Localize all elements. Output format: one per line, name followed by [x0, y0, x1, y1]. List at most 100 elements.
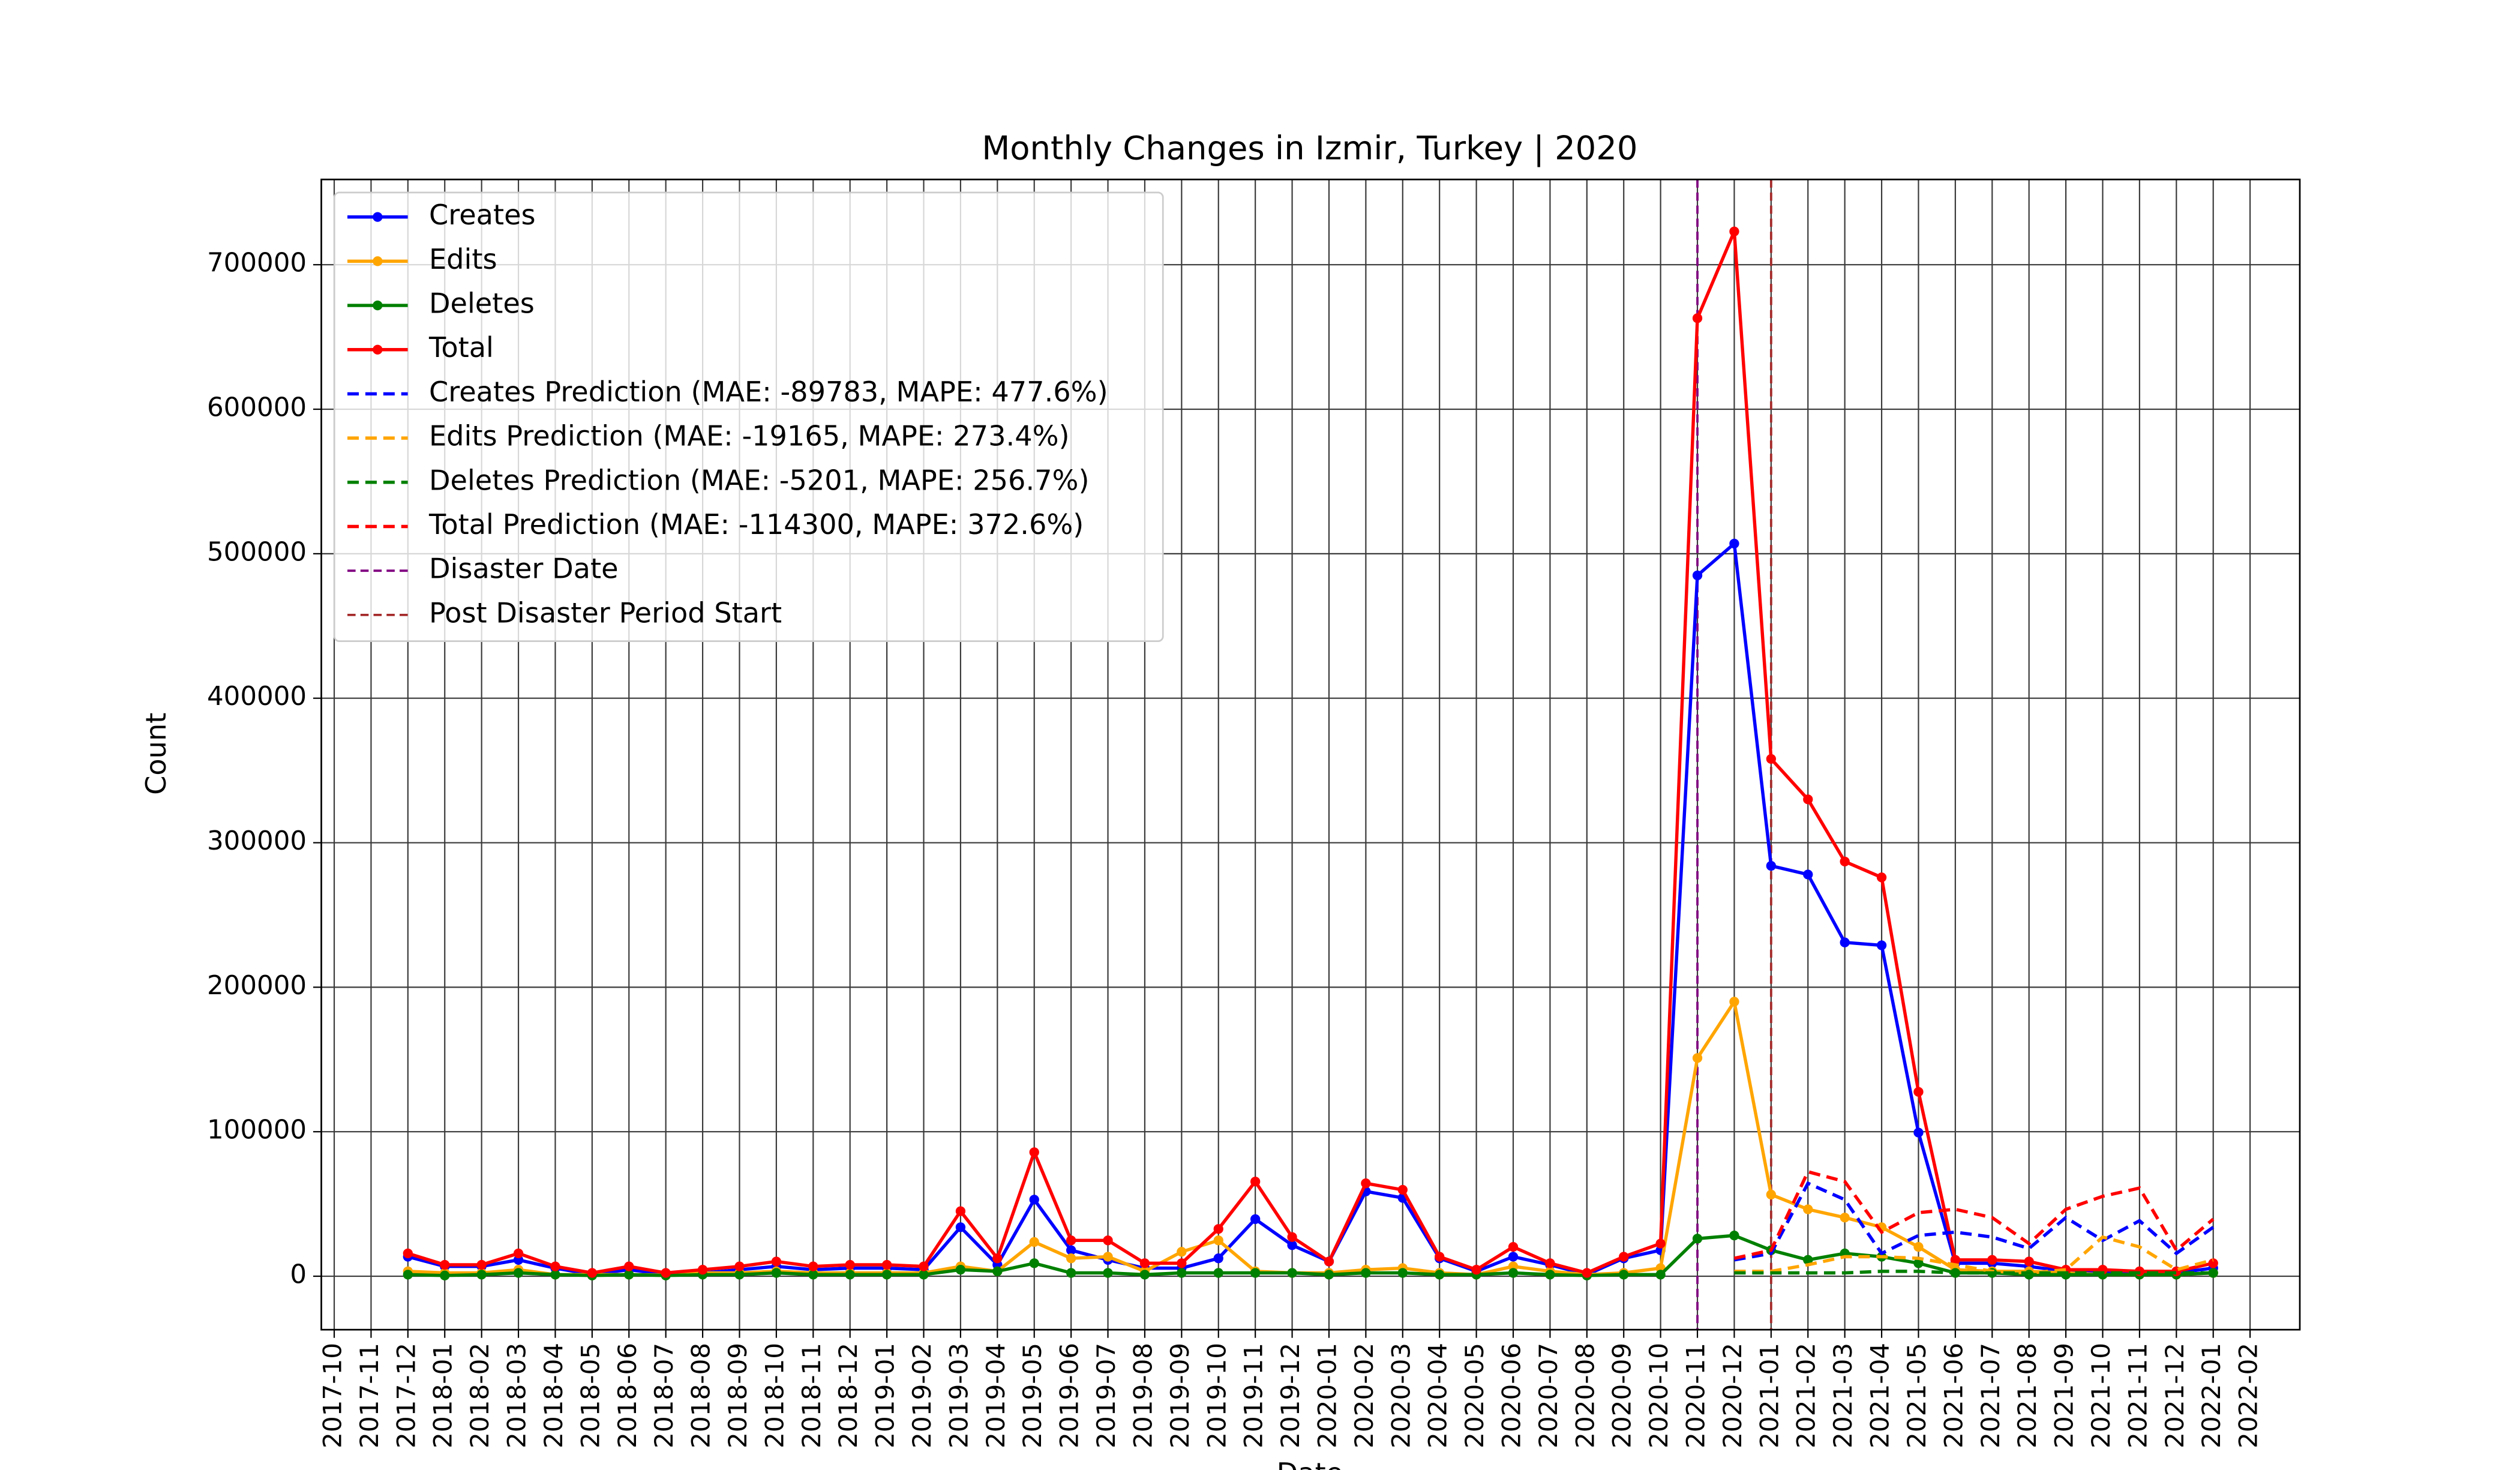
- x-tick-label: 2019-07: [1091, 1343, 1121, 1448]
- legend-marker: [373, 300, 383, 311]
- data-point: [1729, 226, 1739, 236]
- legend-label: Creates: [429, 199, 536, 231]
- data-point: [881, 1270, 892, 1280]
- x-tick-label: 2018-02: [465, 1343, 494, 1448]
- x-tick-label: 2021-03: [1828, 1343, 1858, 1448]
- x-tick-label: 2019-02: [907, 1343, 937, 1448]
- x-tick-label: 2022-02: [2234, 1343, 2263, 1448]
- data-point: [1692, 570, 1703, 581]
- y-tick-label: 200000: [207, 971, 307, 1001]
- y-axis-label: Count: [140, 713, 172, 795]
- data-point: [771, 1268, 782, 1278]
- data-point: [1545, 1270, 1555, 1280]
- data-point: [403, 1270, 413, 1280]
- x-tick-label: 2020-02: [1349, 1343, 1379, 1448]
- data-point: [845, 1259, 855, 1270]
- data-point: [845, 1270, 855, 1280]
- x-tick-label: 2020-11: [1681, 1343, 1711, 1448]
- series-line: [1733, 1169, 2215, 1260]
- data-point: [1177, 1268, 1187, 1278]
- data-point: [1692, 1234, 1703, 1244]
- data-point: [476, 1259, 487, 1270]
- data-point: [1692, 313, 1703, 323]
- x-tick-label: 2019-08: [1128, 1343, 1157, 1448]
- data-point: [1029, 1237, 1039, 1247]
- data-point: [2208, 1258, 2218, 1268]
- x-tick-label: 2021-11: [2123, 1343, 2152, 1448]
- data-point: [587, 1268, 598, 1278]
- data-point: [1361, 1178, 1371, 1189]
- series-line: [1734, 1235, 2214, 1275]
- data-point: [624, 1270, 634, 1280]
- data-point: [440, 1259, 450, 1270]
- legend-box: [333, 191, 1164, 643]
- x-tick-label: 2020-12: [1718, 1343, 1747, 1448]
- x-tick-label: 2018-10: [760, 1343, 789, 1448]
- x-tick-label: 2020-10: [1644, 1343, 1673, 1448]
- x-tick-label: 2017-11: [355, 1343, 384, 1448]
- legend-marker: [373, 212, 383, 222]
- x-tick-label: 2019-10: [1202, 1343, 1231, 1448]
- data-point: [771, 1256, 782, 1267]
- data-point: [1471, 1265, 1481, 1275]
- x-tick-label: 2019-01: [871, 1343, 900, 1448]
- data-point: [513, 1248, 524, 1259]
- data-point: [550, 1270, 560, 1280]
- data-point: [1029, 1258, 1039, 1268]
- data-point: [1066, 1235, 1076, 1246]
- x-tick-label: 2021-02: [1792, 1343, 1821, 1448]
- data-point: [1840, 1213, 1850, 1223]
- axes-frame: [320, 178, 2301, 1331]
- data-point: [1692, 1053, 1703, 1063]
- x-tick-label: 2018-05: [575, 1343, 605, 1448]
- series-line: [1734, 1270, 2213, 1275]
- legend: Creates Edits Deletes Total Creates Predicti…: [333, 191, 1164, 643]
- data-point: [2208, 1268, 2218, 1278]
- data-point: [881, 1259, 892, 1270]
- x-tick-label: 2019-11: [1239, 1343, 1268, 1448]
- x-tick-label: 2021-01: [1754, 1343, 1784, 1448]
- data-point: [1803, 869, 1813, 880]
- data-point: [955, 1222, 966, 1232]
- x-tick-label: 2020-01: [1312, 1343, 1342, 1448]
- data-point: [550, 1261, 560, 1271]
- x-tick-label: 2020-09: [1607, 1343, 1637, 1448]
- data-point: [1397, 1184, 1408, 1195]
- data-point: [1913, 1127, 1924, 1138]
- data-point: [1066, 1245, 1076, 1255]
- x-tick-label: 2020-03: [1386, 1343, 1415, 1448]
- legend-label: Deletes Prediction (MAE: -5201, MAPE: 25…: [429, 464, 1090, 496]
- y-tick-label: 100000: [207, 1115, 307, 1145]
- data-point: [1324, 1270, 1334, 1280]
- y-tick-label: 400000: [207, 682, 307, 712]
- x-tick-label: 2019-06: [1055, 1343, 1084, 1448]
- x-tick-label: 2021-05: [1902, 1343, 1931, 1448]
- x-tick-label: 2019-09: [1165, 1343, 1195, 1448]
- x-tick-label: 2021-08: [2012, 1343, 2042, 1448]
- legend-label: Creates Prediction (MAE: -89783, MAPE: 4…: [429, 376, 1108, 408]
- plot-area: [403, 179, 2218, 1330]
- x-tick-label: 2020-06: [1497, 1343, 1526, 1448]
- data-point: [1729, 1230, 1739, 1241]
- data-point: [1619, 1270, 1629, 1280]
- y-tick-label: 300000: [207, 826, 307, 856]
- data-point: [1766, 1189, 1776, 1200]
- data-point: [1508, 1252, 1519, 1262]
- data-point: [1213, 1253, 1223, 1264]
- data-point: [1655, 1270, 1666, 1280]
- data-point: [440, 1270, 450, 1280]
- x-tick-label: 2018-12: [833, 1343, 863, 1448]
- data-point: [1250, 1214, 1261, 1225]
- data-point: [1103, 1235, 1113, 1246]
- x-tick-label: 2021-12: [2160, 1343, 2189, 1448]
- x-tick-label: 2017-10: [318, 1343, 347, 1448]
- data-point: [992, 1266, 1003, 1277]
- data-point: [697, 1265, 708, 1275]
- x-tick-label: 2021-07: [1976, 1343, 2005, 1448]
- data-point: [1803, 1204, 1813, 1214]
- data-point: [1729, 538, 1739, 549]
- data-point: [992, 1253, 1003, 1264]
- data-point: [1840, 856, 1850, 867]
